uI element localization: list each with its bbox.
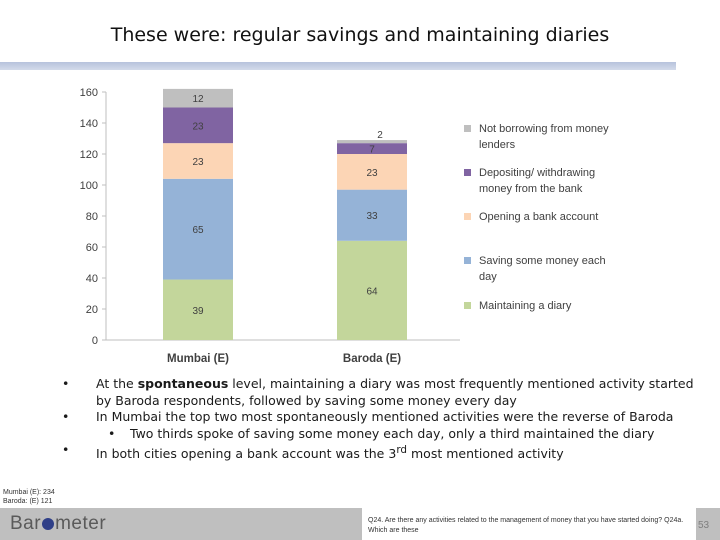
legend-swatch [464, 169, 471, 176]
data-label: 65 [192, 225, 204, 236]
logo-dot-icon [42, 518, 55, 530]
legend-swatch [464, 302, 471, 309]
stacked-bar-chart: 0 20 40 60 80 100 120 140 160 39 65 23 23 12 Mumbai (E… [80, 87, 609, 365]
bullet-2-sub-text: Two thirds spoke of saving some money ea… [130, 425, 655, 441]
y-tick-label: 140 [80, 118, 98, 130]
bullet-2-text: In Mumbai the top two most spontaneously… [96, 409, 674, 424]
data-label: 12 [192, 94, 204, 105]
bar-segment-baroda-e--series-1 [337, 189, 407, 241]
category-label: Mumbai (E) [167, 353, 229, 365]
barometer-logo: Bar meter [10, 513, 106, 535]
bullet-1-bold: spontaneous [137, 376, 229, 391]
data-label: 7 [369, 145, 375, 156]
bar-segment-baroda-e--series-0 [337, 240, 407, 340]
data-label: 39 [192, 306, 204, 317]
page-number: 53 [698, 520, 710, 531]
title-divider [0, 62, 676, 70]
bullet-3-sup: rd [396, 444, 408, 456]
y-tick-label: 20 [86, 304, 98, 316]
logo-text-2: meter [55, 513, 107, 534]
data-label: 23 [192, 157, 204, 168]
sample-baroda: Baroda: (E) 121 [3, 498, 53, 505]
legend-swatch [464, 257, 471, 264]
bar-segment-mumbai-e--series-2 [163, 143, 233, 179]
bullet-3: • In both cities opening a bank account … [60, 442, 710, 463]
bullet-1-post: level, maintaining a diary was most freq… [96, 376, 694, 408]
category-label: Baroda (E) [343, 353, 401, 365]
bullet-dot: • [62, 442, 70, 457]
legend-label: money from the bank [479, 183, 583, 195]
bullet-dot: • [62, 376, 70, 391]
bar-segment-baroda-e--series-2 [337, 154, 407, 190]
y-tick-label: 40 [86, 273, 98, 285]
bullet-dot: • [62, 409, 70, 424]
question-text: Q24. Are there any activities related to… [368, 517, 684, 534]
bullet-1: • At the spontaneous level, maintaining … [60, 376, 710, 409]
bar-segment-baroda-e--series-3 [337, 143, 407, 154]
data-label: 2 [377, 130, 383, 141]
legend-label: Not borrowing from money [479, 123, 609, 135]
legend-label: Saving some money each [479, 255, 606, 267]
logo-text-1: Bar [10, 513, 42, 534]
data-label: 64 [366, 286, 378, 297]
bullet-3-post: most mentioned activity [407, 446, 564, 462]
sample-mumbai: Mumbai (E): 234 [3, 489, 55, 496]
bar-segment-mumbai-e--series-0 [163, 279, 233, 340]
question-box [362, 508, 696, 540]
bullet-2: • In Mumbai the top two most spontaneous… [60, 409, 710, 426]
y-tick-label: 160 [80, 87, 98, 99]
bullet-1-pre: At the [96, 376, 138, 391]
data-label: 33 [366, 211, 378, 222]
bullet-dot: • [108, 425, 116, 441]
y-tick-label: 0 [92, 335, 98, 347]
bar-segment-mumbai-e--series-3 [163, 107, 233, 144]
legend-label: Opening a bank account [479, 211, 598, 223]
legend-label: Depositing/ withdrawing [479, 167, 595, 179]
data-label: 23 [192, 121, 204, 132]
bar-segment-baroda-e--series-4 [337, 140, 407, 144]
bar-segment-mumbai-e--series-1 [163, 178, 233, 280]
y-tick-label: 80 [86, 211, 98, 223]
data-label: 23 [366, 168, 378, 179]
slide-title: These were: regular savings and maintain… [110, 24, 610, 46]
legend-label: lenders [479, 139, 516, 151]
legend-label: Maintaining a diary [479, 300, 572, 312]
findings-list: • At the spontaneous level, maintaining … [60, 376, 710, 463]
y-tick-label: 60 [86, 242, 98, 254]
legend-swatch [464, 213, 471, 220]
sample-size-note: Mumbai (E): 234 Baroda: (E) 121 [3, 488, 55, 506]
legend-swatch [464, 125, 471, 132]
legend-label: day [479, 271, 497, 283]
y-tick-label: 120 [80, 149, 98, 161]
y-tick-label: 100 [80, 180, 98, 192]
bullet-2-sub: • Two thirds spoke of saving some money … [60, 426, 710, 443]
bullet-3-pre: In both cities opening a bank account wa… [96, 446, 397, 462]
bar-segment-mumbai-e--series-4 [163, 88, 233, 108]
